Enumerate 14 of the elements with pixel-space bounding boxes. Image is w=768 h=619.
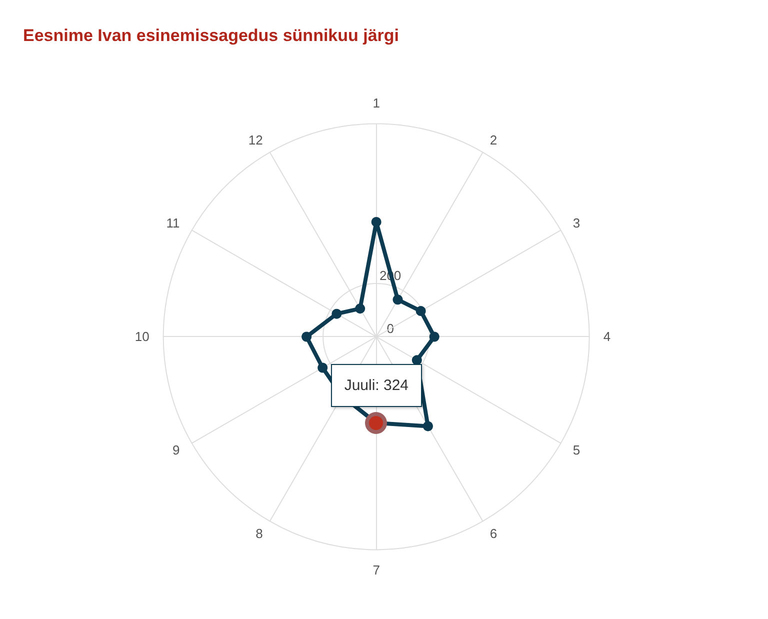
spoke-label: 12 <box>248 132 263 148</box>
spoke-label: 7 <box>372 562 380 578</box>
spoke-label: 6 <box>490 526 498 541</box>
spoke-label: 8 <box>256 526 263 541</box>
spoke-label: 2 <box>490 132 498 148</box>
text: Juuli: 324 <box>344 377 409 394</box>
spoke-label: 9 <box>172 442 180 458</box>
chart-title: Eesnime Ivan esinemissagedus sünnikuu järgi <box>23 26 400 45</box>
spoke-label: 4 <box>603 329 611 344</box>
spoke-label: 5 <box>572 442 580 458</box>
spoke-label: 3 <box>572 216 580 231</box>
spoke-label: 10 <box>134 329 150 344</box>
spoke-label: 1 <box>372 96 380 111</box>
spoke-label: 11 <box>166 216 180 231</box>
